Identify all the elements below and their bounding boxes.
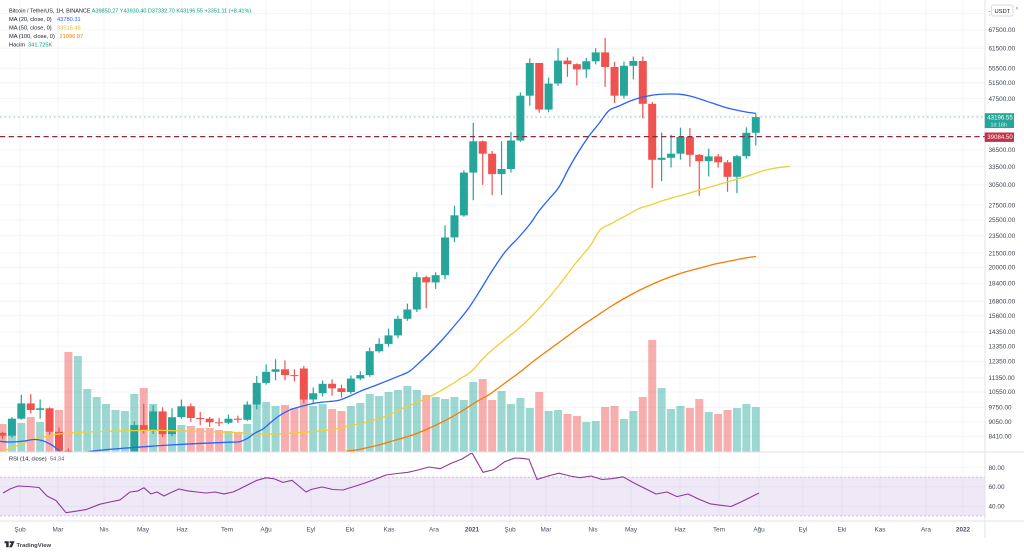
svg-text:54.34: 54.34 [50, 457, 64, 463]
svg-text:40.00: 40.00 [989, 503, 1005, 510]
svg-text:Nis: Nis [588, 527, 597, 534]
svg-text:14350.00: 14350.00 [989, 329, 1016, 336]
svg-text:39084.50: 39084.50 [987, 134, 1013, 141]
svg-text:Tem: Tem [713, 527, 725, 534]
svg-text:15600.00: 15600.00 [989, 313, 1016, 320]
svg-text:Haz: Haz [176, 527, 187, 534]
svg-text:13350.00: 13350.00 [989, 343, 1016, 350]
svg-text:Haz: Haz [674, 527, 685, 534]
svg-text:MA (20, close, 0): MA (20, close, 0) [9, 17, 52, 23]
svg-text:˄: ˄ [1016, 6, 1019, 12]
svg-text:2022: 2022 [956, 527, 971, 534]
svg-text:Eyl: Eyl [799, 527, 808, 534]
svg-text:21096.87: 21096.87 [60, 34, 84, 40]
svg-text:2021: 2021 [465, 527, 480, 534]
svg-text:Mar: Mar [52, 527, 64, 534]
svg-text:43196.55: 43196.55 [987, 114, 1013, 121]
svg-text:Ağu: Ağu [753, 527, 765, 534]
svg-text:Şub: Şub [14, 527, 26, 534]
svg-text:RSI (14, close): RSI (14, close) [9, 457, 47, 463]
svg-text:Tem: Tem [221, 527, 233, 534]
svg-text:16800.00: 16800.00 [989, 298, 1016, 305]
svg-text:Kas: Kas [383, 527, 394, 534]
svg-text:8410.00: 8410.00 [989, 433, 1013, 440]
svg-text:27500.00: 27500.00 [989, 202, 1016, 209]
svg-text:51500.00: 51500.00 [989, 80, 1016, 87]
svg-text:18400.00: 18400.00 [989, 281, 1016, 288]
svg-text:12350.00: 12350.00 [989, 358, 1016, 365]
svg-text:USDT: USDT [995, 9, 1011, 15]
svg-text:1d 16h: 1d 16h [991, 123, 1008, 129]
svg-text:55500.00: 55500.00 [989, 65, 1016, 72]
svg-text:9750.00: 9750.00 [989, 405, 1013, 412]
svg-text:67500.00: 67500.00 [989, 27, 1016, 34]
svg-text:Ara: Ara [429, 527, 439, 534]
svg-text:Eyl: Eyl [307, 527, 316, 534]
svg-text:May: May [137, 527, 150, 534]
svg-text:20000.00: 20000.00 [989, 264, 1016, 271]
svg-text:MA (50, close, 0): MA (50, close, 0) [9, 25, 52, 31]
svg-text:Mar: Mar [540, 527, 552, 534]
svg-text:Şub: Şub [504, 527, 516, 534]
svg-text:MA (100, close, 0): MA (100, close, 0) [9, 34, 55, 40]
svg-text:61500.00: 61500.00 [989, 45, 1016, 52]
svg-text:11350.00: 11350.00 [989, 375, 1016, 382]
svg-text:21500.00: 21500.00 [989, 250, 1016, 257]
svg-text:Eki: Eki [838, 527, 847, 534]
svg-text:43780.31: 43780.31 [57, 17, 81, 23]
svg-text:23500.00: 23500.00 [989, 233, 1016, 240]
svg-text:25500.00: 25500.00 [989, 217, 1016, 224]
svg-text:10550.00: 10550.00 [989, 389, 1016, 396]
svg-text:TradingView: TradingView [17, 543, 52, 549]
svg-text:Ağu: Ağu [260, 527, 272, 534]
svg-text:Bitcoin / TetherUS, 1H, BINANC: Bitcoin / TetherUS, 1H, BINANCE A39850.2… [9, 8, 251, 14]
svg-text:341.725K: 341.725K [28, 42, 53, 48]
svg-text:Eki: Eki [346, 527, 355, 534]
svg-text:33500.00: 33500.00 [989, 164, 1016, 171]
svg-text:47500.00: 47500.00 [989, 96, 1016, 103]
svg-text:9050.00: 9050.00 [989, 419, 1013, 426]
svg-text:Kas: Kas [874, 527, 885, 534]
svg-text:33515.48: 33515.48 [57, 25, 81, 31]
svg-text:Nis: Nis [99, 527, 108, 534]
svg-text:60.00: 60.00 [989, 484, 1005, 491]
svg-text:30500.00: 30500.00 [989, 182, 1016, 189]
svg-text:May: May [625, 527, 638, 534]
svg-text:36500.00: 36500.00 [989, 147, 1016, 154]
svg-text:Hacim: Hacim [9, 42, 25, 48]
svg-text:Ara: Ara [921, 527, 931, 534]
svg-text:80.00: 80.00 [989, 465, 1005, 472]
